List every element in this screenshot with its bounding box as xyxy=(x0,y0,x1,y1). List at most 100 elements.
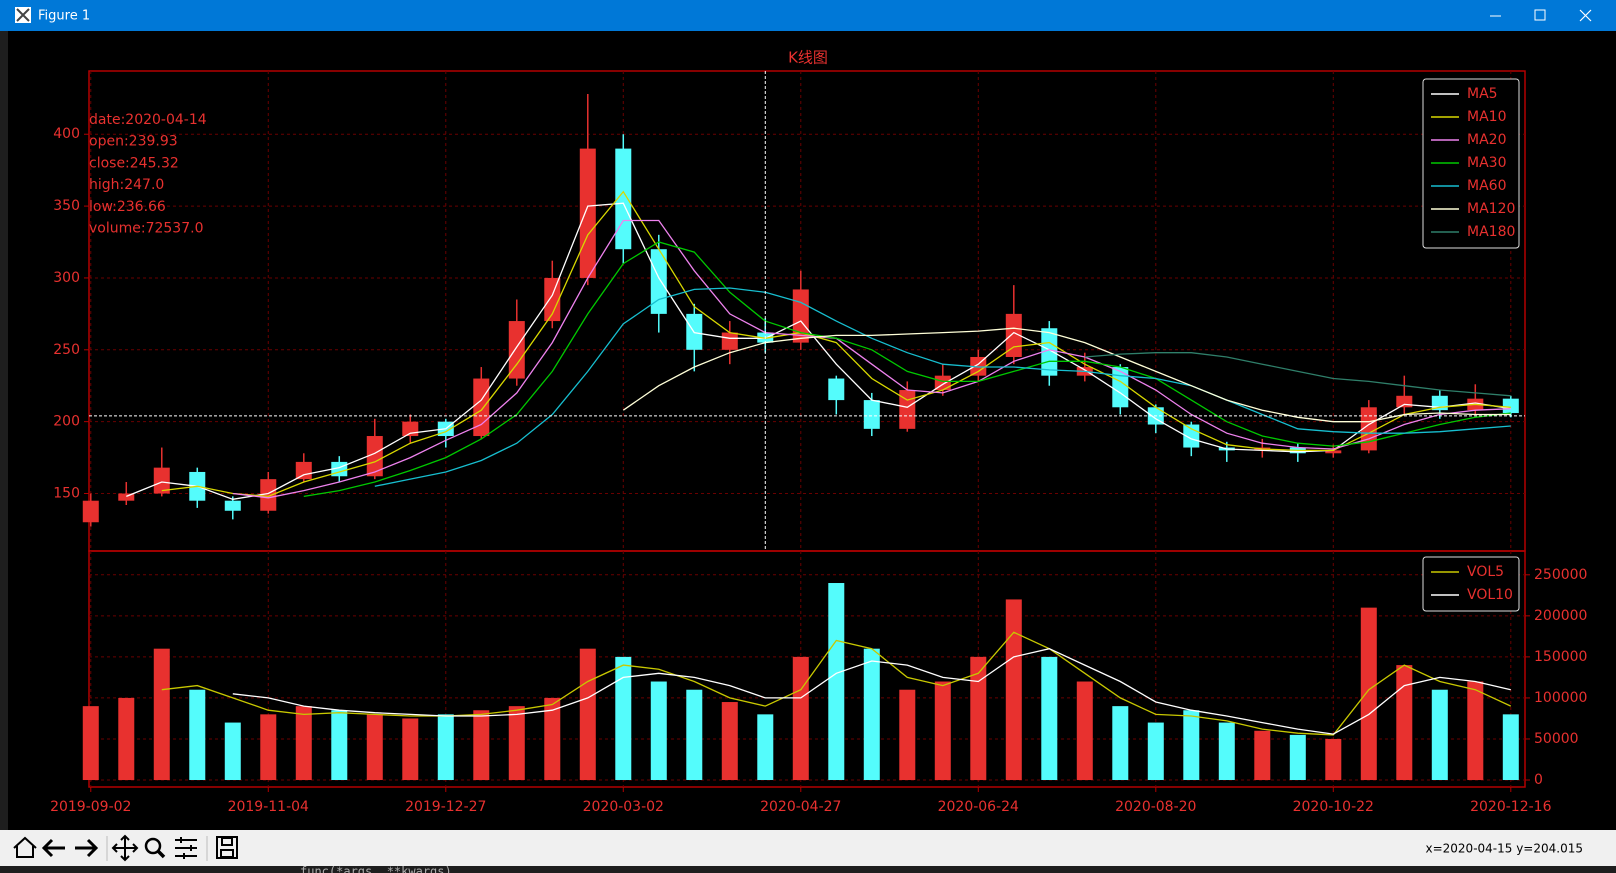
volume-bar xyxy=(1254,730,1271,781)
volume-bar xyxy=(579,648,596,781)
candle-body xyxy=(544,277,561,322)
console-text: func(*args, **kwargs) xyxy=(300,865,452,873)
series-line xyxy=(622,327,1511,423)
zoom-button[interactable] xyxy=(144,837,166,859)
y-tick-label: 150 xyxy=(53,486,80,502)
info-text: date:2020-04-14 xyxy=(89,112,207,128)
back-button[interactable] xyxy=(41,838,65,858)
y-tick-label: 50000 xyxy=(1534,731,1579,747)
home-button[interactable] xyxy=(13,836,37,858)
y-tick-label: 250 xyxy=(53,342,80,358)
app-icon xyxy=(15,7,31,23)
title-bar xyxy=(0,0,1616,31)
volume-bar xyxy=(650,681,667,781)
candle-body xyxy=(721,332,738,350)
volume-bar xyxy=(1396,665,1413,781)
volume-bar xyxy=(224,722,241,781)
info-text: low:236.66 xyxy=(89,199,166,215)
volume-bar xyxy=(1467,681,1484,781)
x-tick-label: 2020-12-16 xyxy=(1470,799,1551,815)
window-border xyxy=(0,31,8,831)
cursor-status: x=2020-04-15 y=204.015 xyxy=(1426,842,1584,856)
volume-bar xyxy=(934,681,951,781)
candle-body xyxy=(1396,395,1413,408)
volume-bar xyxy=(828,583,845,781)
candle-body xyxy=(970,356,987,376)
volume-bar xyxy=(686,689,703,781)
pan-button[interactable] xyxy=(111,834,139,862)
candle-body xyxy=(899,390,916,429)
candle-body xyxy=(295,461,312,480)
info-text: high:247.0 xyxy=(89,177,164,193)
candle-body xyxy=(615,148,632,250)
close-button[interactable] xyxy=(1579,9,1592,22)
legend-box xyxy=(1422,556,1520,612)
volume-bar xyxy=(615,656,632,781)
window-title: Figure 1 xyxy=(38,9,90,24)
x-tick-label: 2020-10-22 xyxy=(1293,799,1374,815)
volume-bar xyxy=(863,648,880,781)
legend-label: MA120 xyxy=(1467,201,1515,217)
volume-bar xyxy=(437,714,454,781)
info-text: open:239.93 xyxy=(89,134,178,150)
chart-title: K线图 xyxy=(788,49,828,67)
candle-body xyxy=(1041,328,1058,376)
forward-button[interactable] xyxy=(75,838,99,858)
legend-box xyxy=(1422,78,1520,249)
y-tick-label: 300 xyxy=(53,270,80,286)
configure-button[interactable] xyxy=(175,837,197,859)
candle-body xyxy=(1325,450,1342,454)
y-tick-label: 0 xyxy=(1534,772,1543,788)
y-tick-label: 400 xyxy=(53,126,80,142)
volume-bar xyxy=(295,706,312,781)
candle-body xyxy=(1112,367,1129,408)
x-tick-label: 2020-03-02 xyxy=(583,799,664,815)
volume-bar xyxy=(260,714,277,781)
y-tick-label: 100000 xyxy=(1534,690,1587,706)
series-line xyxy=(303,241,1511,498)
y-tick-label: 200000 xyxy=(1534,608,1587,624)
candle-body xyxy=(1502,398,1519,414)
console-strip xyxy=(0,866,1616,873)
volume-bar xyxy=(508,706,525,781)
candle-body xyxy=(224,500,241,511)
candle-body xyxy=(82,500,99,523)
legend-label: MA20 xyxy=(1467,132,1506,148)
volume-bar xyxy=(1112,706,1129,781)
candle-body xyxy=(260,479,277,511)
volume-bar xyxy=(1289,734,1306,781)
volume-bar xyxy=(1041,656,1058,781)
volume-bar xyxy=(1325,738,1342,781)
volume-bar xyxy=(118,697,135,781)
x-tick-label: 2019-12-27 xyxy=(405,799,486,815)
axes-frame xyxy=(88,550,1526,788)
series-line xyxy=(161,631,1512,736)
y-tick-label: 350 xyxy=(53,198,80,214)
volume-bar xyxy=(331,710,348,781)
y-tick-label: 150000 xyxy=(1534,649,1587,665)
volume-bar xyxy=(1502,714,1519,781)
volume-bar xyxy=(721,702,738,781)
candle-body xyxy=(508,321,525,379)
candle-body xyxy=(792,289,809,343)
series-line xyxy=(1084,352,1511,397)
volume-bar xyxy=(473,710,490,781)
volume-bar xyxy=(1076,681,1093,781)
volume-bar xyxy=(1360,607,1377,781)
x-tick-label: 2020-06-24 xyxy=(938,799,1019,815)
volume-bar xyxy=(1431,689,1448,781)
series-line xyxy=(232,648,1511,735)
legend-label: MA30 xyxy=(1467,155,1506,171)
candle-body xyxy=(153,467,170,494)
volume-bar xyxy=(1005,599,1022,781)
series-line xyxy=(232,219,1511,499)
save-button[interactable] xyxy=(216,836,238,859)
volume-bar xyxy=(153,648,170,781)
volume-bar xyxy=(366,714,383,781)
legend-label: MA60 xyxy=(1467,178,1506,194)
candle-body xyxy=(366,436,383,477)
info-text: close:245.32 xyxy=(89,155,179,171)
candle-body xyxy=(579,148,596,278)
maximize-button[interactable] xyxy=(1534,9,1546,21)
